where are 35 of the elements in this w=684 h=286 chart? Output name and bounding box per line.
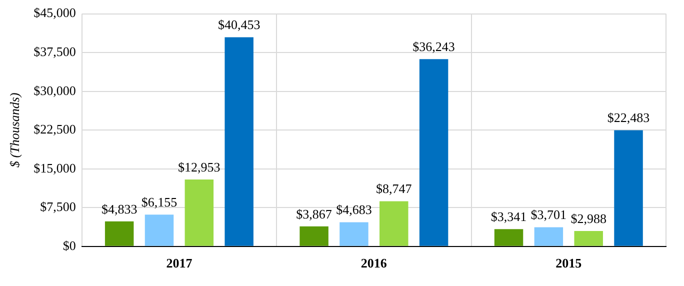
x-tick-label: 2016 bbox=[360, 256, 388, 271]
data-label: $4,833 bbox=[101, 201, 138, 216]
y-tick-label: $0 bbox=[62, 238, 76, 253]
bar bbox=[184, 179, 214, 246]
y-tick-label: $30,000 bbox=[34, 82, 76, 98]
data-label: $3,341 bbox=[490, 209, 527, 224]
y-tick-label: $45,000 bbox=[34, 5, 76, 20]
data-label: $12,953 bbox=[178, 159, 220, 174]
y-tick-label: $7,500 bbox=[40, 199, 76, 214]
bar bbox=[144, 214, 174, 246]
data-label: $3,867 bbox=[296, 206, 332, 222]
data-label: $4,683 bbox=[336, 202, 372, 218]
x-tick-label: 2017 bbox=[166, 256, 193, 271]
x-tick-label: 2015 bbox=[556, 256, 582, 271]
bar bbox=[419, 59, 448, 246]
data-label: $2,988 bbox=[570, 210, 606, 226]
data-label: $22,483 bbox=[607, 110, 650, 126]
y-tick-label: $37,500 bbox=[34, 44, 76, 59]
bar bbox=[340, 222, 368, 246]
bar bbox=[300, 226, 328, 246]
data-label: $8,747 bbox=[376, 181, 412, 196]
bar bbox=[534, 227, 564, 246]
bar bbox=[224, 37, 254, 246]
bar bbox=[614, 130, 643, 246]
bar bbox=[574, 230, 603, 246]
bar bbox=[104, 221, 134, 246]
y-tick-label: $15,000 bbox=[34, 160, 76, 176]
data-label: $6,155 bbox=[141, 194, 178, 210]
data-label: $40,453 bbox=[218, 17, 260, 32]
bar bbox=[494, 229, 524, 246]
y-axis-title: $ (Thousands) bbox=[7, 92, 22, 168]
data-label: $36,243 bbox=[412, 38, 455, 54]
y-tick-label: $22,500 bbox=[34, 122, 76, 137]
bar bbox=[380, 201, 408, 246]
data-label: $3,701 bbox=[530, 207, 567, 222]
